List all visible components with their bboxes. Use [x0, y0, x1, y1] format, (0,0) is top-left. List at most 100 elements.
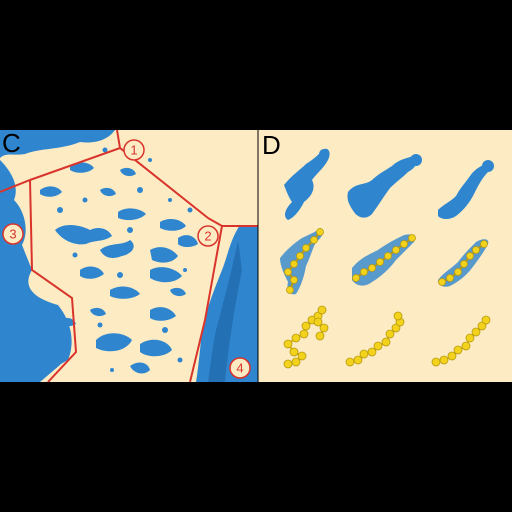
segment-overlay-atoms: [284, 228, 488, 294]
model-atom: [301, 321, 311, 331]
region-number: 2: [204, 229, 211, 244]
overlay-atom: [472, 246, 480, 254]
panel-d: D: [262, 130, 494, 369]
density-specks: [57, 147, 193, 372]
density-blob: [100, 187, 116, 197]
density-blob: [160, 219, 186, 231]
panel-label-d: D: [262, 130, 281, 160]
density-speck: [102, 147, 108, 153]
overlay-atom: [446, 274, 454, 282]
panel-label-c: C: [2, 130, 21, 158]
model-atom: [465, 333, 475, 343]
overlay-atom: [296, 252, 304, 260]
segment-density-row: [284, 148, 494, 220]
overlay-atom: [316, 228, 324, 236]
density-blob: [70, 162, 94, 173]
density-blob: [110, 286, 140, 299]
model-atom: [381, 337, 391, 347]
overlay-atom: [290, 260, 298, 268]
model-atom: [319, 323, 329, 333]
region-number: 4: [236, 361, 243, 376]
density-blob: [60, 317, 76, 327]
model-atom: [283, 339, 293, 349]
density-blob: [55, 225, 112, 245]
figure-svg: 1 2 3 4 C D: [0, 130, 494, 382]
model-atom: [283, 359, 293, 369]
model-atom: [353, 355, 363, 365]
boundary-top-stub: [116, 130, 121, 149]
density-blob: [150, 307, 176, 321]
overlay-atom: [466, 252, 474, 260]
overlay-atom: [290, 276, 298, 284]
density-left-lower: [0, 280, 65, 382]
boundary-top: [29, 146, 209, 219]
overlay-atom: [400, 240, 408, 248]
density-blob: [90, 307, 106, 317]
boundary-right: [189, 217, 224, 382]
model-atom: [373, 341, 383, 351]
overlay-atom: [352, 274, 360, 282]
overlay-atom: [480, 240, 488, 248]
region-marker-4: 4: [229, 357, 251, 379]
density-scattered-blobs: [40, 162, 198, 374]
density-speck: [117, 272, 123, 278]
density-blob: [80, 266, 104, 279]
boundary-left: [0, 178, 78, 382]
segment-density-2: [347, 156, 417, 218]
region-number: 3: [9, 227, 16, 242]
model-atom: [471, 327, 481, 337]
model-atom: [313, 317, 323, 327]
model-atom: [315, 331, 325, 341]
figure-panel-container: 1 2 3 4 C D: [0, 130, 512, 382]
density-speck: [162, 327, 168, 333]
density-speck: [177, 357, 183, 363]
density-blob: [178, 235, 198, 247]
density-blob: [120, 167, 136, 177]
model-atom: [299, 329, 309, 339]
overlay-atom: [376, 258, 384, 266]
segment-model-atoms: [283, 305, 491, 369]
density-blob: [118, 208, 146, 221]
segment-model-row: [283, 305, 491, 369]
segment-density-node: [482, 160, 494, 172]
overlay-atom: [438, 278, 446, 286]
segment-overlay-density-1: [280, 228, 323, 295]
overlay-atom: [384, 252, 392, 260]
density-speck: [72, 252, 78, 258]
overlay-atom: [392, 246, 400, 254]
overlay-atom: [368, 264, 376, 272]
segment-density-3: [438, 163, 492, 219]
density-speck: [183, 268, 187, 272]
density-speck: [137, 187, 143, 193]
overlay-atom: [310, 236, 318, 244]
model-atom: [291, 357, 301, 367]
segment-density-node: [319, 149, 329, 159]
overlay-atom: [454, 268, 462, 276]
model-atom: [461, 341, 471, 351]
density-speck: [148, 158, 152, 162]
model-atom: [431, 357, 441, 367]
region-number: 1: [130, 143, 137, 158]
region-marker-3: 3: [2, 223, 24, 245]
density-speck: [187, 207, 193, 213]
model-atom: [453, 345, 463, 355]
density-speck: [97, 322, 103, 328]
density-right-shade: [208, 240, 242, 382]
density-speck: [168, 198, 172, 202]
density-blob: [100, 240, 134, 258]
model-atom: [439, 355, 449, 365]
density-blob: [40, 186, 62, 197]
model-atom: [289, 347, 299, 357]
model-atom: [345, 357, 355, 367]
density-speck: [127, 227, 133, 233]
segment-density-1: [284, 148, 330, 220]
model-atom: [385, 329, 395, 339]
model-atom: [297, 351, 307, 361]
model-atom: [291, 333, 301, 343]
segment-density-node: [410, 154, 422, 166]
density-speck: [110, 368, 114, 372]
density-blob: [150, 267, 182, 283]
density-speck: [82, 197, 88, 203]
density-top-strip: [0, 130, 115, 158]
density-blob: [170, 287, 186, 297]
